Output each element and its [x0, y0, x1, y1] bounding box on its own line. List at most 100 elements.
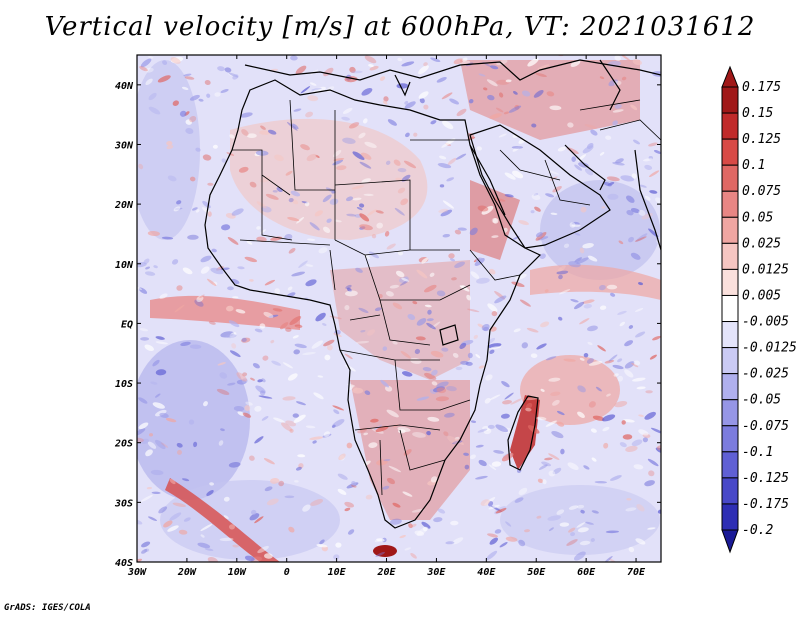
- field-speck: [335, 542, 342, 548]
- field-speck: [384, 230, 390, 237]
- field-speck: [535, 416, 547, 421]
- lat-tick-label: 30S: [114, 498, 133, 509]
- field-speck: [227, 236, 239, 245]
- field-speck: [488, 504, 500, 510]
- field-speck: [183, 73, 192, 77]
- field-speck: [150, 381, 158, 385]
- field-speck: [259, 323, 266, 329]
- field-speck: [386, 477, 396, 485]
- field-speck: [268, 129, 277, 135]
- field-speck: [221, 158, 227, 163]
- field-speck: [170, 57, 181, 64]
- field-speck: [319, 539, 325, 545]
- field-speck: [568, 261, 581, 268]
- field-speck: [249, 181, 257, 188]
- field-speck: [351, 484, 357, 488]
- field-speck: [207, 278, 217, 287]
- field-speck: [140, 494, 153, 502]
- field-speck: [525, 407, 532, 412]
- field-speck: [539, 253, 546, 259]
- field-speck: [200, 523, 213, 532]
- field-speck: [386, 409, 399, 418]
- field-speck: [514, 497, 524, 503]
- field-speck: [188, 419, 195, 425]
- field-speck: [293, 349, 300, 355]
- field-speck: [159, 293, 168, 300]
- field-speck: [368, 442, 378, 448]
- field-speck: [630, 252, 641, 260]
- field-speck: [246, 240, 253, 245]
- field-speck: [641, 213, 653, 220]
- field-speck: [484, 397, 491, 404]
- field-speck: [426, 318, 434, 322]
- field-speck: [404, 547, 412, 551]
- field-speck: [430, 57, 441, 63]
- lon-tick-label: 10W: [228, 567, 247, 578]
- field-speck: [172, 259, 179, 265]
- colorbar-swatch: [721, 477, 739, 505]
- field-speck: [352, 386, 358, 392]
- field-speck: [447, 435, 459, 445]
- field-speck: [594, 480, 607, 484]
- field-speck: [558, 316, 563, 321]
- field-speck: [452, 537, 464, 545]
- field-speck: [604, 556, 613, 562]
- field-speck: [622, 434, 633, 440]
- field-speck: [633, 464, 644, 470]
- field-speck: [433, 386, 445, 393]
- field-speck: [486, 79, 498, 87]
- field-speck: [294, 324, 303, 328]
- field-speck: [157, 75, 171, 83]
- colorbar-label: -0.025: [742, 367, 789, 382]
- field-speck: [382, 485, 390, 490]
- field-speck: [530, 210, 535, 214]
- field-speck: [179, 110, 187, 117]
- country-borders: [232, 99, 661, 496]
- field-speck: [395, 177, 403, 181]
- lon-tick-label: 0: [284, 567, 290, 578]
- field-speck: [355, 340, 370, 344]
- field-speck: [457, 227, 467, 231]
- field-speck: [493, 197, 506, 202]
- field-speck: [537, 478, 544, 483]
- field-speck: [160, 442, 169, 448]
- field-speck: [306, 153, 318, 162]
- field-speck: [270, 477, 280, 484]
- field-speck: [263, 311, 274, 318]
- field-speck: [590, 538, 595, 542]
- field-speck: [270, 339, 275, 344]
- field-speck: [490, 65, 499, 70]
- field-speck: [250, 377, 255, 381]
- field-speck: [630, 104, 638, 111]
- field-speck: [574, 164, 582, 171]
- field-speck: [612, 120, 618, 126]
- colorbar-swatch: [721, 190, 739, 218]
- field-speck: [333, 409, 340, 415]
- field-speck: [382, 346, 388, 351]
- field-speck: [601, 206, 606, 209]
- field-speck: [200, 255, 212, 263]
- field-speck: [162, 60, 168, 66]
- colorbar-swatch: [721, 242, 739, 270]
- field-speck: [383, 96, 389, 102]
- field-speck: [513, 91, 518, 95]
- field-speck: [505, 79, 512, 83]
- field-speck: [606, 284, 618, 290]
- field-speck: [139, 66, 148, 72]
- field-speck: [617, 310, 627, 315]
- field-speck: [360, 329, 366, 333]
- field-speck: [631, 173, 637, 179]
- field-speck: [309, 82, 317, 86]
- field-speck: [488, 464, 497, 471]
- field-speck: [416, 269, 428, 279]
- field-speck: [289, 316, 302, 325]
- field-speck: [552, 467, 562, 475]
- field-speck: [369, 65, 379, 71]
- field-speck: [551, 431, 564, 439]
- field-speck: [579, 357, 585, 361]
- colorbar-label: 0.005: [742, 288, 781, 303]
- field-speck: [587, 325, 598, 332]
- field-speck: [614, 104, 622, 109]
- field-speck: [430, 476, 438, 483]
- field-speck: [541, 461, 552, 467]
